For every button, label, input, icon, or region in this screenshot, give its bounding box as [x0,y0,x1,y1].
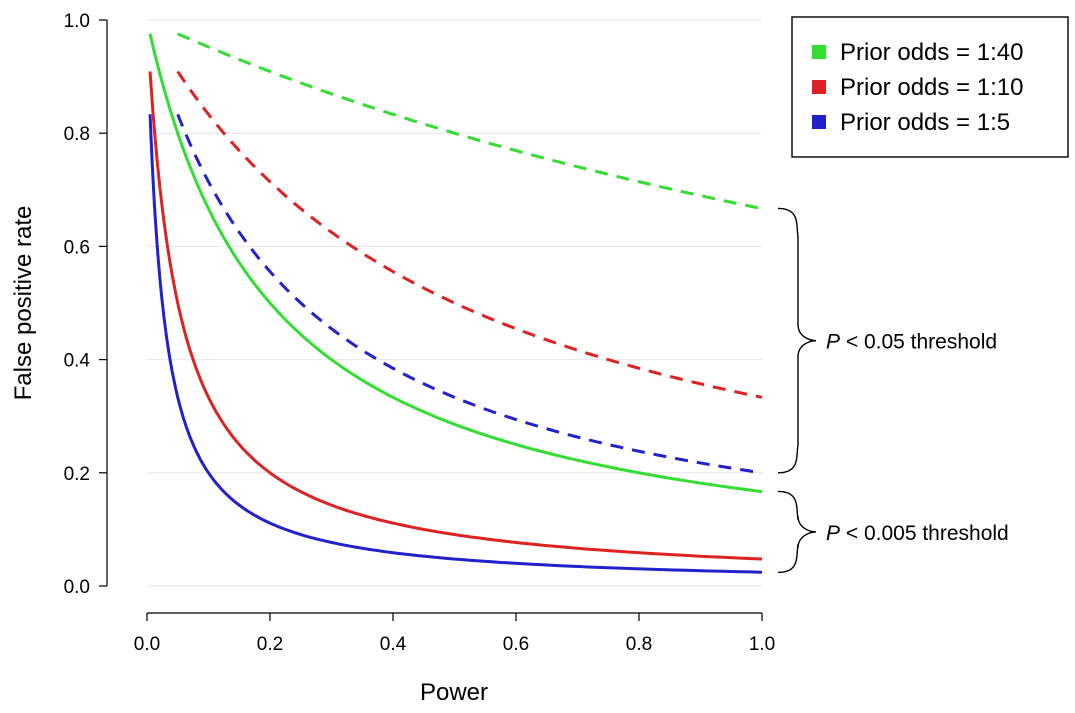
series-line-solid-3 [148,32,763,494]
annotation-threshold-text: < 0.005 threshold [840,522,1009,545]
annotation-label: P < 0.05 threshold [826,331,997,354]
series-lines [148,32,763,574]
series-line-solid-5 [148,114,763,574]
legend-swatch [812,45,826,59]
legend: Prior odds = 1:40 Prior odds = 1:10 Prior … [791,16,1069,158]
axes [106,20,762,614]
x-tick-label: 0.4 [380,634,407,655]
legend-label: Prior odds = 1:40 [840,39,1023,66]
y-tick-label: 0.0 [64,577,90,598]
annotation-p-symbol: P [826,331,840,354]
legend-label: Prior odds = 1:5 [840,109,1010,136]
annotation-threshold-text: < 0.05 threshold [840,331,997,354]
legend-swatch [812,80,826,94]
series-line-dashed-2 [176,113,763,475]
y-axis-title: False positive rate [10,206,37,401]
legend-swatch [812,115,826,129]
y-tick-label: 0.4 [64,351,91,372]
gridlines [147,19,762,587]
series-line-dashed-1 [176,70,763,399]
x-tick-label: 0.0 [134,634,160,655]
y-tick-label: 0.2 [64,464,90,485]
y-ticks: 0.0 0.2 0.4 0.6 0.8 1.0 [64,11,107,598]
annotation-brace [777,207,817,474]
series-line-solid-4 [148,71,763,561]
x-axis-title: Power [420,679,488,706]
annotation-brace [777,490,817,574]
annotation-p-symbol: P [826,522,840,545]
x-tick-label: 0.6 [503,634,529,655]
x-tick-label: 1.0 [749,634,775,655]
legend-box [791,16,1069,158]
legend-label: Prior odds = 1:10 [840,74,1023,101]
series-line-dashed-0 [176,32,763,211]
x-tick-label: 0.2 [257,634,283,655]
x-tick-label: 0.8 [626,634,652,655]
y-tick-label: 0.6 [64,237,90,258]
y-tick-label: 0.8 [64,124,90,145]
annotation-label: P < 0.005 threshold [826,522,1009,545]
x-ticks: 0.0 0.2 0.4 0.6 0.8 1.0 [134,613,775,655]
y-tick-label: 1.0 [64,11,90,32]
